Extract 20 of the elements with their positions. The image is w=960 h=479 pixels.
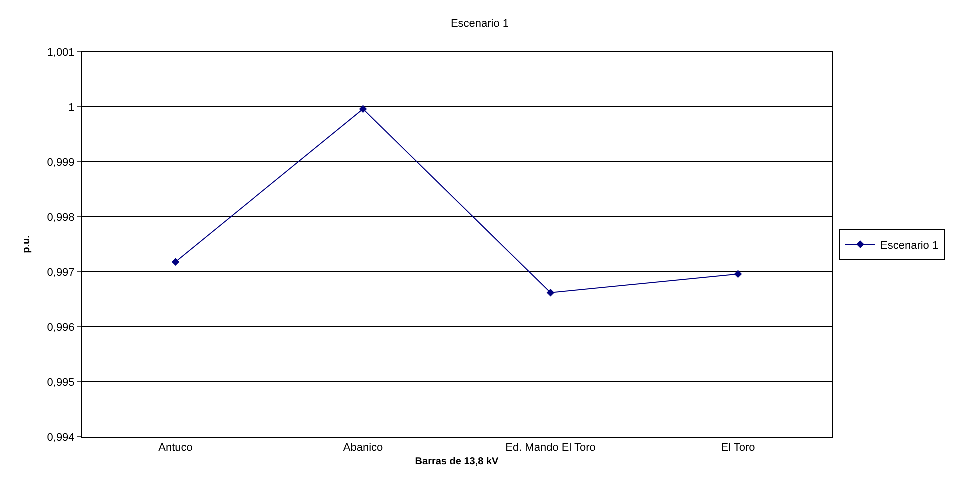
point — [734, 270, 742, 278]
y-tick-label: 1,001 — [47, 46, 75, 59]
y-tick-label: 0,998 — [47, 212, 75, 224]
legend-label: Escenario 1 — [880, 240, 939, 252]
point — [359, 105, 368, 114]
y-tick-label: 0,995 — [47, 376, 75, 389]
y-axis-title: p.u. — [21, 235, 32, 254]
x-tick-label: Antuco — [158, 442, 193, 454]
y-tick-label: 0,996 — [47, 322, 75, 334]
x-tick-label: Ed. Mando El Toro — [506, 442, 596, 454]
chart-title: Escenario 1 — [450, 18, 510, 30]
y-tick-label: 0,999 — [47, 156, 75, 169]
point — [546, 289, 555, 297]
y-tick-label: 1 — [68, 102, 75, 114]
point — [172, 258, 180, 266]
x-axis-title: Barras de 13,8 kV — [415, 456, 500, 468]
x-tick-label: El Toro — [721, 442, 756, 454]
x-tick-label: Abanico — [343, 442, 384, 454]
y-tick-label: 0,994 — [47, 432, 75, 444]
y-tick-label: 0,997 — [47, 266, 75, 279]
